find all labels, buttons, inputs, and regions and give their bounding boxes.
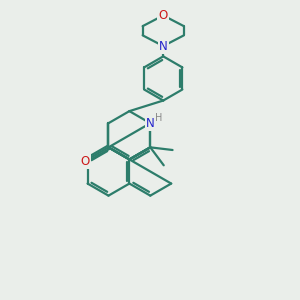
Text: N: N [159, 40, 168, 52]
Text: O: O [80, 154, 89, 167]
Text: H: H [155, 113, 162, 124]
Text: O: O [159, 9, 168, 22]
Text: N: N [146, 117, 155, 130]
